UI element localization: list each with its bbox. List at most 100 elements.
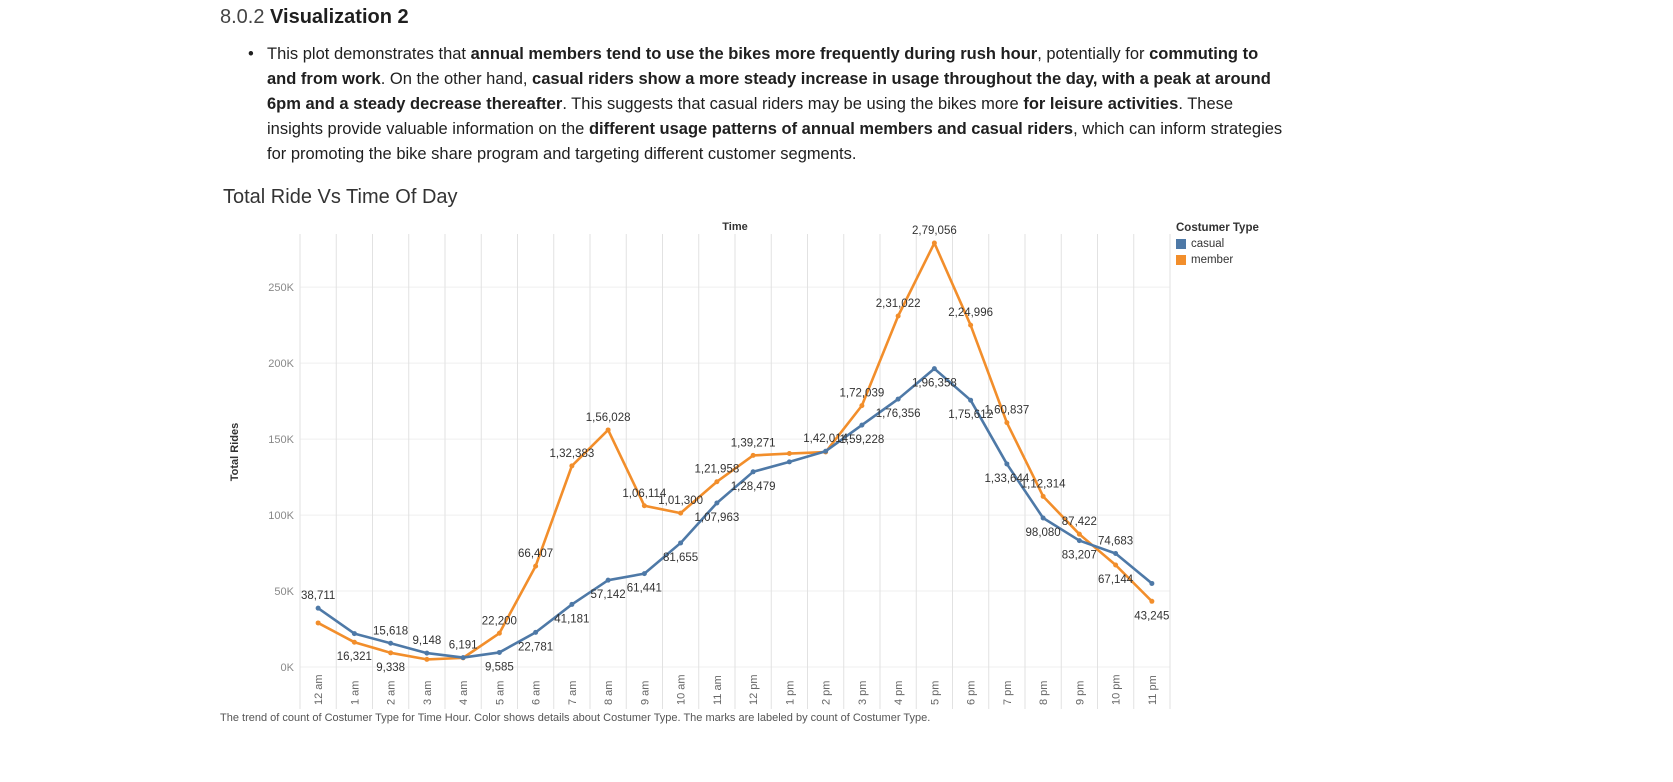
data-point-casual <box>859 422 865 428</box>
bullet-emphasis: annual members tend to use the bikes mor… <box>470 45 1038 63</box>
data-label-member: 1,56,028 <box>586 412 631 424</box>
bullet-emphasis: casual riders show a more steady increas… <box>267 70 1271 113</box>
data-point-member <box>968 322 974 328</box>
data-label-member: 1,06,114 <box>622 488 667 500</box>
chart-caption: The trend of count of Costumer Type for … <box>220 712 931 724</box>
data-label-casual: 1,42,014 <box>803 433 848 445</box>
data-label-casual: 1,07,963 <box>694 512 739 524</box>
data-label-casual: 81,655 <box>663 552 698 564</box>
data-label-casual: 1,28,479 <box>731 481 776 493</box>
data-label-member: 1,21,958 <box>694 464 739 476</box>
data-label-member: 2,24,996 <box>948 307 993 319</box>
data-point-member <box>859 403 865 409</box>
x-tick-label: 2 am <box>386 681 398 705</box>
data-point-member <box>424 656 430 662</box>
data-label-casual: 22,781 <box>518 641 553 653</box>
bullet-marker: • <box>248 45 254 63</box>
bullet-emphasis: different usage patterns of annual membe… <box>588 120 1074 138</box>
x-tick-label: 5 am <box>494 681 506 705</box>
bullet-segment: . This suggests that casual riders may b… <box>562 95 1024 113</box>
bullet-emphasis: for leisure activities <box>1023 95 1179 113</box>
data-point-casual <box>605 577 611 583</box>
bullet-segment: , which can inform strategies for promot… <box>267 120 1283 163</box>
data-point-casual <box>460 655 466 661</box>
data-label-member: 2,79,056 <box>912 225 957 237</box>
data-label-member: 2,31,022 <box>876 298 921 310</box>
data-label-casual: 74,683 <box>1098 536 1133 548</box>
data-label-casual: 98,080 <box>1026 527 1061 539</box>
data-point-casual <box>1076 538 1082 544</box>
section-title: Visualization 2 <box>270 6 409 28</box>
data-point-member <box>1113 562 1119 568</box>
data-point-casual <box>496 649 502 655</box>
data-point-casual <box>641 571 647 577</box>
x-tick-label: 8 am <box>603 681 615 705</box>
data-point-member <box>750 452 756 458</box>
data-label-member: 1,60,837 <box>984 405 1029 417</box>
x-tick-label: 1 pm <box>784 681 796 705</box>
y-tick-label: 150K <box>268 434 294 446</box>
x-tick-label: 10 am <box>676 674 688 705</box>
x-tick-label: 2 pm <box>821 681 833 705</box>
data-label-member: 1,72,039 <box>839 388 884 400</box>
data-point-member <box>1149 598 1155 604</box>
x-tick-label: 12 am <box>313 674 325 705</box>
x-tick-label: 10 pm <box>1111 674 1123 705</box>
line-chart: 0K 50K 100K 150K 200K 250K 12 am 1 am 2 am 3 am 4 … <box>229 221 1171 709</box>
data-point-member <box>388 650 394 656</box>
y-tick-label: 0K <box>281 662 295 674</box>
chart-title: Total Ride Vs Time Of Day <box>223 186 458 208</box>
data-label-member: 1,01,300 <box>658 495 703 507</box>
data-label-member: 22,200 <box>482 615 517 627</box>
bullet-segment: This plot demonstrates that <box>267 45 471 63</box>
legend-title: Costumer Type <box>1176 222 1259 234</box>
y-tick-label: 50K <box>274 586 294 598</box>
legend-swatch-member <box>1176 255 1186 265</box>
data-point-member <box>931 240 937 246</box>
data-point-casual <box>533 629 539 635</box>
y-axis-title: Total Rides <box>229 423 241 481</box>
section-heading: 8.0.2 Visualization 2 <box>220 6 409 29</box>
data-label-member: 1,12,314 <box>1021 478 1066 490</box>
data-point-casual <box>823 448 829 454</box>
x-tick-label: 11 am <box>712 675 724 705</box>
data-point-casual <box>424 650 430 656</box>
legend-item-casual[interactable]: casual <box>1176 236 1259 252</box>
data-label-member: 87,422 <box>1062 516 1097 528</box>
x-tick-label: 4 pm <box>893 681 905 705</box>
data-point-casual <box>1040 515 1046 521</box>
data-point-casual <box>315 605 321 611</box>
data-point-member <box>1040 493 1046 499</box>
data-label-casual: 9,148 <box>412 635 441 647</box>
data-label-member: 9,338 <box>376 662 405 674</box>
x-tick-label: 6 am <box>531 681 543 705</box>
data-label-member: 66,407 <box>518 548 553 560</box>
x-tick-label: 1 am <box>349 681 361 705</box>
data-point-member <box>714 479 720 485</box>
x-tick-label: 3 pm <box>857 681 869 705</box>
data-point-casual <box>1113 551 1119 557</box>
legend: Costumer Type casual member <box>1176 222 1259 268</box>
data-point-member <box>678 510 684 516</box>
data-label-casual: 15,618 <box>373 625 408 637</box>
data-label-casual: 41,181 <box>554 613 589 625</box>
data-point-member <box>351 639 357 645</box>
data-label-casual: 6,191 <box>449 640 478 652</box>
bullet-text: This plot demonstrates that annual membe… <box>267 42 1292 167</box>
data-label-casual: 61,441 <box>627 583 662 595</box>
legend-item-member[interactable]: member <box>1176 252 1259 268</box>
x-tick-label: 6 pm <box>966 681 978 705</box>
x-tick-label: 4 am <box>458 681 470 705</box>
x-tick-label: 3 am <box>422 681 434 705</box>
legend-label-casual: casual <box>1191 238 1225 250</box>
data-point-casual <box>714 500 720 506</box>
data-point-casual <box>931 366 937 372</box>
bullet-segment: , potentially for <box>1037 45 1150 63</box>
y-tick-label: 250K <box>268 282 294 294</box>
data-point-member <box>533 563 539 569</box>
data-point-casual <box>569 601 575 607</box>
data-label-casual: 38,711 <box>301 590 335 602</box>
data-label-casual: 1,59,228 <box>839 434 884 446</box>
data-point-member <box>1076 531 1082 537</box>
data-label-member: 16,321 <box>337 651 372 663</box>
